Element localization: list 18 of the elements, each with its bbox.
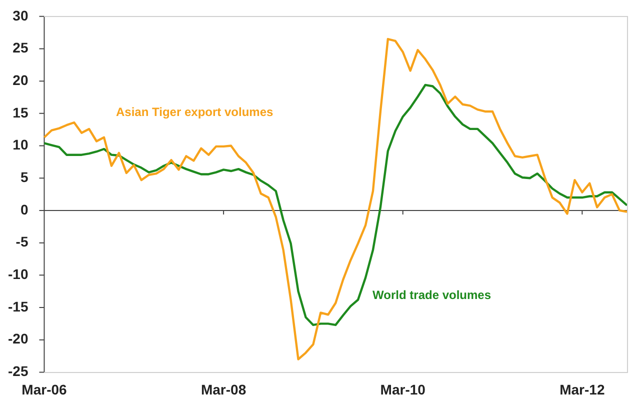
y-tick-label: 20 <box>12 72 28 88</box>
series-label: Asian Tiger export volumes <box>116 104 274 119</box>
y-tick-label: -20 <box>8 330 28 347</box>
series-label: World trade volumes <box>372 288 492 302</box>
y-tick-label: 0 <box>20 201 28 218</box>
y-tick-label: -25 <box>8 363 28 380</box>
x-tick-label: Mar-08 <box>200 381 246 398</box>
y-tick-label: -5 <box>16 234 28 250</box>
x-tick-label: Mar-06 <box>22 381 68 398</box>
y-tick-label: 10 <box>12 136 28 153</box>
x-tick-label: Mar-12 <box>560 381 605 398</box>
y-tick-label: 25 <box>12 40 28 56</box>
y-tick-label: -10 <box>8 266 28 282</box>
y-tick-label: 30 <box>12 7 28 24</box>
y-tick-label: 5 <box>20 168 28 185</box>
y-tick-label: 15 <box>12 104 28 120</box>
x-tick-label: Mar-10 <box>380 381 426 398</box>
y-tick-label: -15 <box>8 298 28 314</box>
